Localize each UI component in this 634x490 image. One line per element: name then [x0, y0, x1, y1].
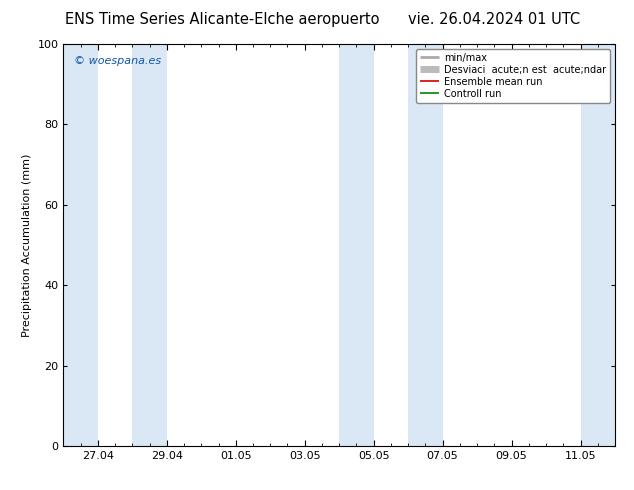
Bar [339, 44, 373, 446]
Text: © woespana.es: © woespana.es [74, 56, 162, 66]
Y-axis label: Precipitation Accumulation (mm): Precipitation Accumulation (mm) [22, 153, 32, 337]
Bar [63, 44, 98, 446]
Bar [581, 44, 615, 446]
Legend: min/max, Desviaci  acute;n est  acute;ndar, Ensemble mean run, Controll run: min/max, Desviaci acute;n est acute;ndar… [416, 49, 610, 102]
Bar [408, 44, 443, 446]
Bar [133, 44, 167, 446]
Text: vie. 26.04.2024 01 UTC: vie. 26.04.2024 01 UTC [408, 12, 581, 27]
Text: ENS Time Series Alicante-Elche aeropuerto: ENS Time Series Alicante-Elche aeropuert… [65, 12, 379, 27]
